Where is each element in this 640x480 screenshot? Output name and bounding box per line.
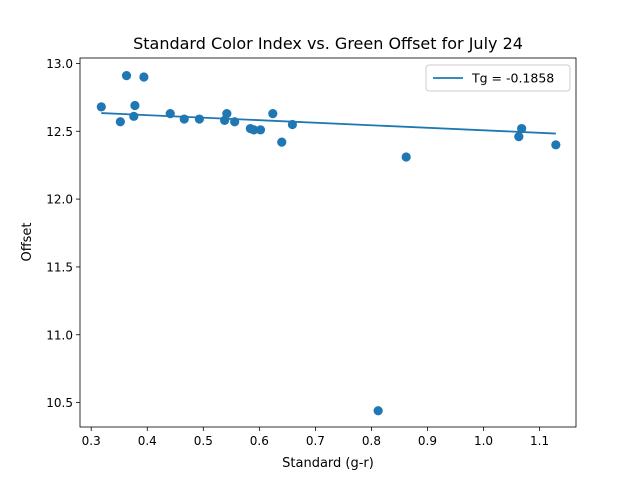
y-tick-label: 13.0	[46, 57, 73, 71]
data-point	[115, 117, 125, 127]
data-point	[139, 72, 149, 82]
data-point	[179, 114, 189, 124]
data-point	[249, 125, 259, 135]
y-axis-label: Offset	[20, 222, 35, 261]
x-tick-label: 1.0	[474, 434, 493, 448]
data-point	[165, 109, 175, 119]
data-point	[277, 137, 287, 147]
x-tick-label: 0.8	[362, 434, 381, 448]
data-point	[222, 109, 232, 119]
data-point	[517, 123, 527, 134]
fit-line	[101, 112, 556, 135]
y-tick-label: 11.5	[46, 260, 73, 274]
data-point	[130, 100, 140, 111]
legend-label: Tg = -0.1858	[471, 71, 554, 86]
x-tick-label: 0.3	[82, 434, 101, 448]
data-point	[373, 406, 383, 416]
plot-frame	[79, 57, 577, 428]
data-point	[96, 102, 106, 112]
x-tick-label: 0.6	[250, 434, 269, 448]
x-tick-label: 0.7	[306, 434, 325, 448]
data-point	[194, 114, 204, 124]
chart-title: Standard Color Index vs. Green Offset fo…	[133, 34, 523, 53]
data-point	[401, 152, 411, 162]
y-tick-label: 10.5	[46, 396, 73, 410]
data-point	[514, 132, 524, 142]
data-point	[551, 140, 561, 150]
x-tick-label: 1.1	[530, 434, 549, 448]
y-tick-label: 12.5	[46, 125, 73, 139]
data-point	[129, 111, 139, 121]
data-point	[255, 125, 266, 135]
data-point	[230, 117, 240, 127]
legend-box	[425, 64, 571, 92]
data-point	[121, 71, 132, 81]
x-tick-label: 0.5	[194, 434, 213, 448]
x-axis-label: Standard (g-r)	[282, 456, 374, 471]
data-point	[268, 109, 278, 119]
y-tick-label: 12.0	[46, 193, 73, 207]
x-tick-label: 0.9	[418, 434, 437, 448]
legend: Tg = -0.1858	[425, 64, 571, 92]
x-tick-label: 0.4	[138, 434, 157, 448]
data-point	[287, 119, 298, 130]
y-tick-label: 11.0	[46, 328, 73, 342]
